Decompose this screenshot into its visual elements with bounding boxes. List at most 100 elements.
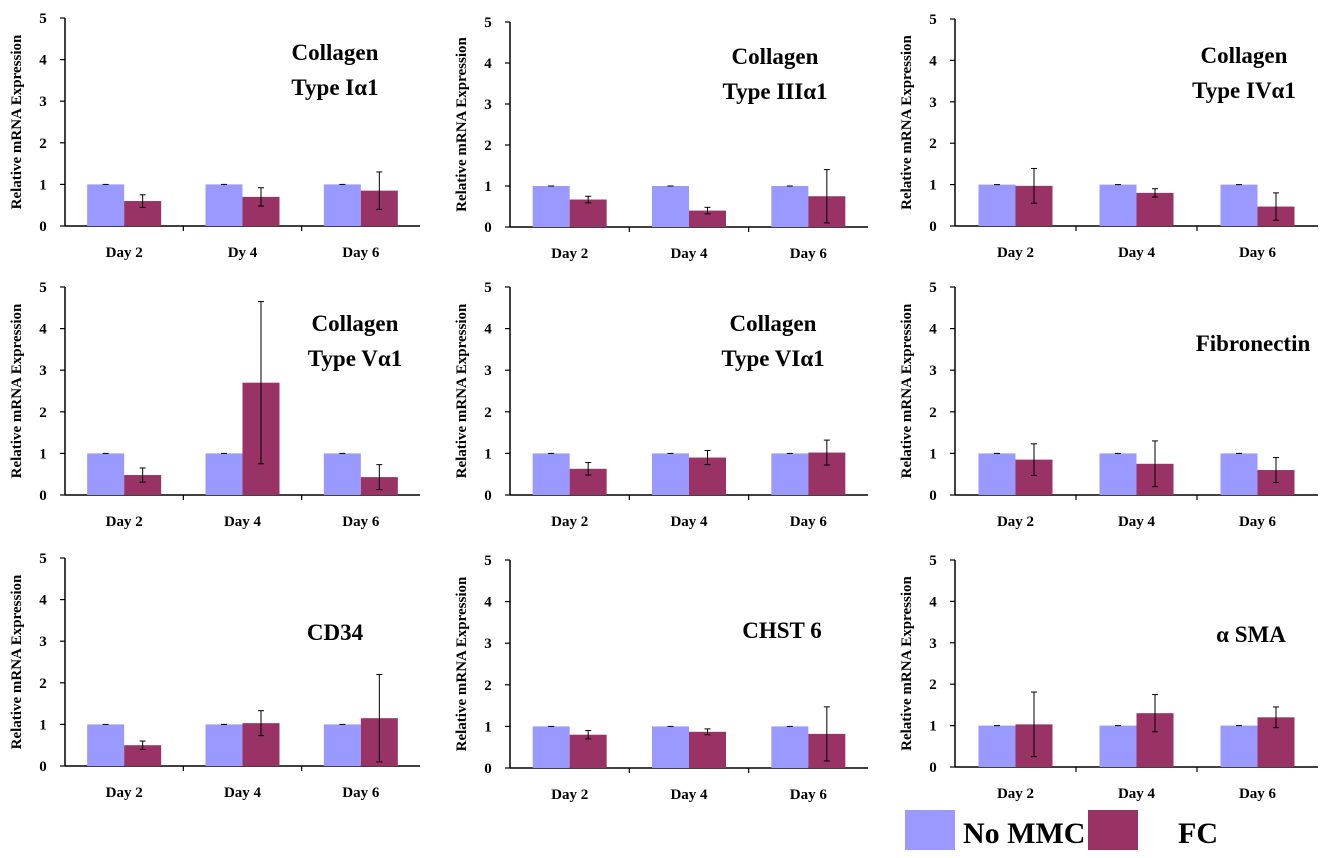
- y-tick-label: 3: [929, 363, 937, 379]
- bar-no-mmc: [532, 726, 570, 768]
- x-tick-label: Day 4: [670, 246, 708, 262]
- chart-panel-4: 0 1 2 3 4 5 Relative mRNA Expression Day 2 Day 4…: [9, 280, 420, 530]
- chart-title: α SMA: [1216, 622, 1286, 647]
- bar-no-mmc: [1220, 184, 1258, 226]
- bar-no-mmc: [1220, 453, 1258, 495]
- bar-no-mmc: [87, 184, 125, 226]
- y-tick-label: 5: [484, 15, 492, 31]
- y-tick-label: 0: [929, 219, 937, 235]
- y-axis-label: Relative mRNA Expression: [454, 303, 470, 478]
- x-tick-label: Day 2: [106, 785, 143, 801]
- y-tick-label: 1: [929, 178, 937, 194]
- chart-panel-5: 0 1 2 3 4 5 Relative mRNA Expression Day 2 Day 4…: [454, 280, 868, 530]
- bar-no-mmc: [205, 453, 243, 495]
- y-tick-label: 2: [39, 136, 47, 152]
- bar-no-mmc: [532, 186, 570, 227]
- bar-no-mmc: [1220, 725, 1258, 767]
- y-tick-label: 1: [484, 446, 492, 462]
- chart-title: Type Iα1: [291, 75, 378, 100]
- y-tick-label: 2: [929, 405, 937, 421]
- bar-fc: [124, 745, 162, 766]
- y-tick-label: 3: [39, 363, 47, 379]
- bar-no-mmc: [978, 453, 1016, 495]
- y-tick-label: 0: [929, 488, 937, 504]
- chart-panel-8: 0 1 2 3 4 5 Relative mRNA Expression Day 2 Day 4…: [454, 553, 868, 803]
- x-tick-label: Day 4: [224, 514, 262, 530]
- y-tick-label: 0: [39, 219, 47, 235]
- x-tick-label: Day 4: [1118, 514, 1156, 530]
- x-tick-label: Day 6: [342, 245, 380, 261]
- y-tick-label: 3: [484, 97, 492, 113]
- y-axis-label: Relative mRNA Expression: [899, 303, 915, 478]
- chart-panel-9: 0 1 2 3 4 5 Relative mRNA Expression Day 2 Day 4…: [899, 553, 1318, 802]
- y-tick-label: 0: [39, 488, 47, 504]
- chart-title: Type VIα1: [721, 346, 824, 371]
- x-tick-label: Day 2: [551, 787, 588, 803]
- y-tick-label: 1: [39, 177, 47, 193]
- x-tick-label: Day 2: [997, 786, 1034, 802]
- y-axis-label: Relative mRNA Expression: [9, 574, 25, 749]
- y-tick-label: 2: [484, 138, 492, 154]
- y-tick-label: 1: [39, 446, 47, 462]
- y-tick-label: 4: [39, 322, 47, 338]
- y-tick-label: 3: [39, 94, 47, 110]
- y-tick-label: 0: [39, 759, 47, 775]
- x-tick-label: Day 2: [551, 514, 588, 530]
- y-tick-label: 0: [484, 220, 492, 236]
- bar-fc: [569, 734, 607, 768]
- x-tick-label: Day 2: [106, 245, 143, 261]
- bar-fc: [1136, 192, 1174, 226]
- y-tick-label: 1: [484, 719, 492, 735]
- bar-no-mmc: [1099, 725, 1137, 767]
- x-tick-label: Day 6: [1239, 514, 1277, 530]
- y-tick-label: 3: [484, 636, 492, 652]
- x-tick-label: Day 2: [106, 514, 143, 530]
- x-tick-label: Day 2: [997, 245, 1034, 261]
- y-tick-label: 5: [929, 553, 937, 569]
- chart-title: Collagen: [732, 44, 819, 69]
- bar-no-mmc: [532, 453, 570, 495]
- y-tick-label: 3: [39, 634, 47, 650]
- bar-fc: [124, 475, 162, 495]
- x-tick-label: Dy 4: [228, 245, 258, 261]
- legend: No MMC FC: [905, 810, 1218, 850]
- legend-label-fc: FC: [1178, 817, 1218, 850]
- bar-fc: [689, 210, 726, 227]
- bar-no-mmc: [87, 453, 125, 495]
- bar-no-mmc: [87, 724, 125, 766]
- legend-swatch-no-mmc: [905, 810, 955, 850]
- bar-no-mmc: [652, 453, 689, 495]
- y-tick-label: 4: [484, 595, 492, 611]
- chart-title: Fibronectin: [1196, 331, 1311, 356]
- y-tick-label: 5: [484, 280, 492, 296]
- x-tick-label: Day 4: [670, 787, 708, 803]
- y-tick-label: 1: [39, 717, 47, 733]
- y-tick-label: 0: [484, 761, 492, 777]
- bar-no-mmc: [1099, 184, 1137, 226]
- y-tick-label: 5: [39, 11, 47, 27]
- y-tick-label: 5: [39, 551, 47, 567]
- y-axis-label: Relative mRNA Expression: [899, 575, 915, 750]
- y-tick-label: 4: [39, 53, 47, 69]
- y-tick-label: 2: [484, 405, 492, 421]
- y-tick-label: 2: [39, 676, 47, 692]
- x-tick-label: Day 6: [342, 785, 380, 801]
- y-axis-label: Relative mRNA Expression: [899, 34, 915, 209]
- bar-no-mmc: [652, 726, 689, 768]
- chart-title: Type IVα1: [1192, 78, 1296, 103]
- bar-no-mmc: [771, 186, 809, 227]
- y-tick-label: 5: [39, 280, 47, 296]
- chart-panel-3: 0 1 2 3 4 5 Relative mRNA Expression Day 2 Day 4…: [899, 12, 1318, 261]
- legend-label-no-mmc: No MMC: [963, 817, 1085, 850]
- x-tick-label: Day 2: [997, 514, 1034, 530]
- chart-panel-1: 0 1 2 3 4 5 Relative mRNA Expression Day 2 Dy 4 D…: [9, 11, 420, 261]
- y-tick-label: 2: [929, 136, 937, 152]
- y-tick-label: 3: [929, 95, 937, 111]
- y-tick-label: 4: [484, 56, 492, 72]
- y-axis-label: Relative mRNA Expression: [454, 576, 470, 751]
- y-tick-label: 4: [929, 322, 937, 338]
- y-tick-label: 5: [929, 280, 937, 296]
- bar-no-mmc: [323, 184, 361, 226]
- x-tick-label: Day 2: [551, 246, 588, 262]
